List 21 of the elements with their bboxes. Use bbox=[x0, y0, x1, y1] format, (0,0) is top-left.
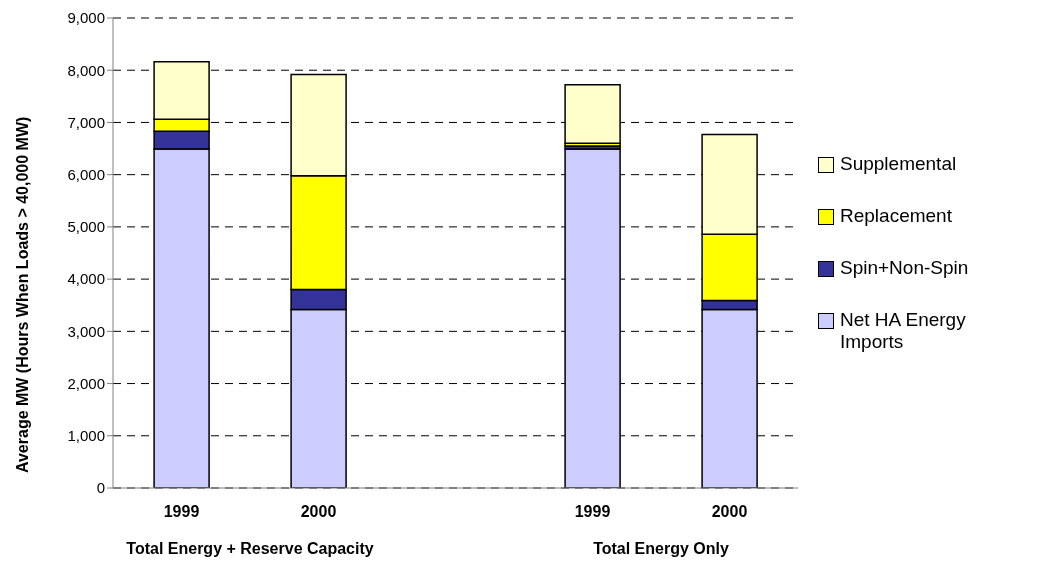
y-tick-label: 3,000 bbox=[67, 322, 105, 340]
x-tick-label: 2000 bbox=[300, 503, 337, 521]
y-tick-label: 4,000 bbox=[67, 270, 105, 288]
legend-label: Replacement bbox=[840, 205, 953, 227]
text: Total Energy Only bbox=[592, 540, 730, 558]
x-tick-label: 1999 bbox=[574, 503, 611, 521]
y-tick-label: 6,000 bbox=[67, 165, 105, 183]
legend-label: Spin+Non-Spin bbox=[840, 257, 970, 279]
y-tick-label: 1,000 bbox=[67, 427, 105, 445]
y-tick-label: 9,000 bbox=[67, 9, 105, 27]
y-tick-label: 0 bbox=[96, 479, 105, 497]
y-axis-title: Average MW (Hours When Loads > 40,000 MW) bbox=[13, 116, 31, 473]
x-tick-label: 2000 bbox=[711, 503, 748, 521]
legend-label: Net HA Energy Imports bbox=[840, 309, 967, 353]
text: Total Energy + Reserve Capacity bbox=[125, 540, 375, 558]
y-tick-label: 2,000 bbox=[67, 374, 105, 392]
y-tick-label: 7,000 bbox=[67, 113, 105, 131]
x-tick-label: 1999 bbox=[163, 503, 200, 521]
y-tick-label: 8,000 bbox=[67, 61, 105, 79]
y-tick-label: 5,000 bbox=[67, 218, 105, 236]
legend-label: Supplemental bbox=[840, 153, 958, 175]
